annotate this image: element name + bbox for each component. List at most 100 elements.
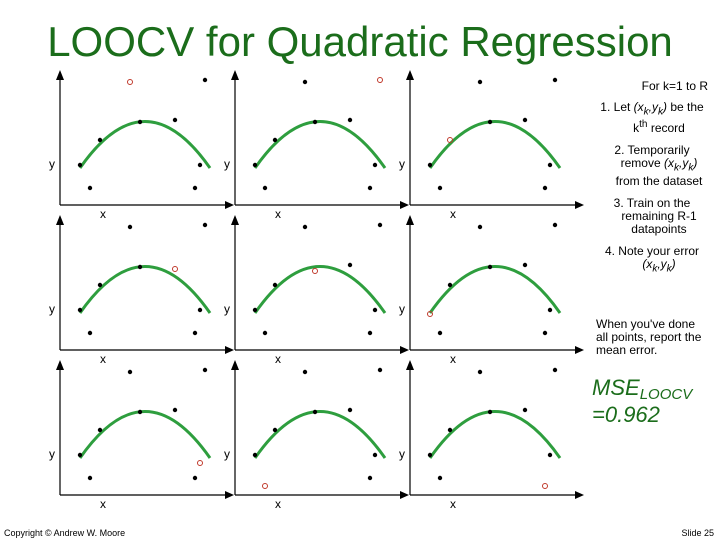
data-point [302, 369, 308, 375]
heldout-point [447, 137, 453, 143]
data-point [542, 185, 548, 191]
x-axis-arrow [225, 346, 234, 354]
y-axis-label: y [224, 447, 230, 461]
data-point [522, 407, 528, 413]
quadratic-fit [78, 120, 212, 169]
data-point [262, 330, 268, 336]
data-point [367, 475, 373, 481]
data-point [302, 79, 308, 85]
data-point [552, 222, 558, 228]
data-point [87, 475, 93, 481]
data-point [202, 77, 208, 83]
data-point [97, 282, 103, 288]
data-point [447, 282, 453, 288]
data-point [547, 162, 553, 168]
page-title: LOOCV for Quadratic Regression [47, 18, 673, 65]
instructions-intro: For k=1 to R [641, 79, 708, 93]
data-point [487, 264, 493, 270]
data-point [127, 369, 133, 375]
data-point [547, 307, 553, 313]
data-point [272, 427, 278, 433]
y-axis-arrow [406, 70, 414, 80]
data-point [137, 119, 143, 125]
data-point [437, 475, 443, 481]
x-axis-arrow [225, 201, 234, 209]
quadratic-fit [428, 120, 562, 169]
mse-subscript: LOOCV [639, 386, 693, 403]
quadratic-fit [428, 410, 562, 459]
y-axis-label: y [49, 447, 55, 461]
heldout-point [197, 460, 203, 466]
x-axis-label: x [450, 497, 456, 511]
data-point [372, 307, 378, 313]
data-point [197, 162, 203, 168]
data-point [77, 452, 83, 458]
slide-number: Slide 25 [681, 528, 714, 538]
heldout-point [542, 483, 548, 489]
quadratic-fit [78, 410, 212, 459]
data-point [487, 409, 493, 415]
x-axis-arrow [400, 346, 409, 354]
x-axis-arrow [400, 491, 409, 499]
y-axis-label: y [224, 302, 230, 316]
quadratic-fit [428, 265, 562, 314]
data-point [312, 119, 318, 125]
y-axis-label: y [224, 157, 230, 171]
y-axis-label: y [399, 302, 405, 316]
data-point [262, 185, 268, 191]
step-1: 1. Let (xk,yk) be the kth record [600, 100, 704, 136]
data-point [172, 117, 178, 123]
y-axis-label: y [49, 302, 55, 316]
x-axis-label: x [275, 207, 281, 221]
data-point [552, 77, 558, 83]
data-point [202, 222, 208, 228]
y-axis-label: y [399, 447, 405, 461]
y-axis-arrow [56, 360, 64, 370]
x-axis-label: x [100, 352, 106, 366]
data-point [77, 307, 83, 313]
mse-label: MSE [592, 375, 640, 400]
data-point [272, 137, 278, 143]
x-axis-arrow [225, 491, 234, 499]
data-point [252, 307, 258, 313]
data-point [437, 185, 443, 191]
data-point [427, 452, 433, 458]
y-axis-arrow [231, 70, 239, 80]
x-axis-label: x [450, 207, 456, 221]
x-axis-label: x [100, 207, 106, 221]
data-point [137, 264, 143, 270]
y-axis-label: y [399, 157, 405, 171]
y-axis-arrow [406, 215, 414, 225]
data-point [477, 79, 483, 85]
data-point [372, 162, 378, 168]
heldout-point [427, 311, 433, 317]
data-point [367, 330, 373, 336]
data-point [87, 330, 93, 336]
data-point [437, 330, 443, 336]
heldout-point [262, 483, 268, 489]
x-axis-arrow [575, 491, 584, 499]
data-point [197, 307, 203, 313]
y-axis-arrow [231, 360, 239, 370]
data-point [192, 185, 198, 191]
data-point [302, 224, 308, 230]
instructions: For k=1 to R 1. Let (xk,yk) be the kth r… [596, 80, 708, 284]
data-point [427, 162, 433, 168]
data-point [552, 367, 558, 373]
x-axis-arrow [400, 201, 409, 209]
data-point [172, 407, 178, 413]
data-point [137, 409, 143, 415]
mse-result: MSELOOCV =0.962 [592, 376, 692, 427]
y-axis-arrow [56, 70, 64, 80]
step-2: 2. Temporarily remove (xk,yk) from the d… [614, 143, 703, 188]
data-point [367, 185, 373, 191]
y-axis-arrow [56, 215, 64, 225]
heldout-point [377, 77, 383, 83]
quadratic-fit [78, 265, 212, 314]
data-point [347, 117, 353, 123]
data-point [192, 330, 198, 336]
data-point [487, 119, 493, 125]
step-3: 3. Train on the remaining R-1 datapoints [613, 195, 697, 236]
x-axis-arrow [575, 201, 584, 209]
data-point [192, 475, 198, 481]
